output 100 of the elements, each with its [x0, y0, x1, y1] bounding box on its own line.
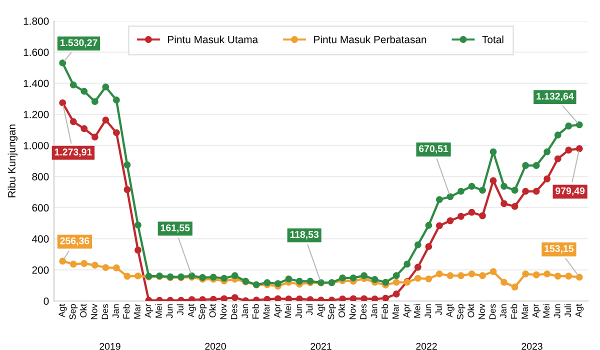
y-tick-label: 200: [32, 266, 49, 274]
data-label: 256,36: [60, 237, 90, 246]
point: [446, 193, 454, 200]
point: [500, 200, 508, 208]
point: [382, 294, 390, 301]
point: [102, 116, 110, 124]
point: [468, 270, 476, 278]
data-label: 161,55: [160, 224, 190, 233]
point: [124, 161, 131, 168]
data-label: 670,51: [419, 145, 448, 154]
legend-label: Pintu Masuk Perbatasan: [314, 36, 426, 44]
point: [59, 99, 66, 106]
point: [91, 262, 98, 269]
x-tick-label: Juli: [564, 304, 572, 318]
point: [274, 295, 282, 301]
y-tick-label: 1.000: [24, 142, 49, 150]
point: [220, 274, 228, 282]
point: [339, 274, 346, 282]
point: [91, 98, 98, 106]
x-tick-label: Agt: [317, 304, 326, 318]
point: [500, 182, 508, 190]
x-tick-label: Jan: [370, 304, 378, 318]
point: [565, 146, 572, 154]
x-tick-label: Sep: [198, 304, 207, 320]
point: [479, 272, 486, 280]
point: [446, 217, 454, 224]
legend-label: Pintu Masuk Utama: [168, 36, 258, 44]
point: [382, 278, 390, 286]
point: [532, 271, 540, 278]
data-label: 1.273,91: [54, 148, 92, 157]
point: [350, 295, 357, 301]
x-tick-label: Apr: [403, 304, 412, 318]
point: [576, 274, 583, 281]
point: [479, 212, 486, 220]
y-tick-label: 0: [44, 298, 49, 305]
point: [522, 188, 530, 195]
data-label: 1.132,64: [536, 92, 574, 102]
point: [425, 222, 432, 229]
point: [102, 264, 110, 272]
point: [565, 122, 572, 130]
x-tick-label: Feb: [510, 304, 518, 319]
point: [296, 278, 303, 285]
point: [425, 275, 432, 282]
point: [565, 272, 572, 280]
point: [392, 272, 400, 280]
y-tick-label: 1.400: [24, 80, 49, 88]
point: [457, 212, 464, 220]
point: [296, 296, 303, 301]
x-tick-label: Mei: [414, 304, 420, 318]
point: [446, 272, 454, 280]
x-tick-label: Feb: [123, 304, 130, 319]
point: [414, 241, 422, 248]
x-tick-label: Agt: [58, 304, 67, 318]
x-tick-label: Okt: [468, 304, 474, 318]
point: [544, 270, 551, 278]
x-tick-label: Nov: [349, 304, 356, 320]
x-tick-label: Des: [102, 304, 108, 320]
text: 2019: [100, 342, 120, 350]
data-label: 153,15: [544, 245, 574, 254]
y-tick-label: 1.200: [24, 110, 49, 118]
point: [414, 274, 422, 282]
point: [231, 294, 238, 301]
x-tick-label: Mei: [155, 304, 162, 318]
point: [112, 129, 120, 136]
text: 2020: [205, 342, 226, 350]
data-label: 1.530,27: [60, 39, 98, 48]
point: [532, 162, 540, 169]
x-tick-label: Sep: [328, 304, 336, 320]
x-tick-label: Nov: [91, 304, 98, 320]
point: [522, 162, 530, 169]
point: [339, 296, 346, 301]
point: [468, 208, 476, 216]
x-tick-label: Jun: [296, 304, 302, 318]
point: [371, 296, 378, 301]
x-tick-label: Nov: [478, 304, 485, 320]
point: [360, 272, 368, 280]
x-tick-label: Apr: [274, 304, 282, 318]
point: [414, 264, 422, 271]
point: [80, 88, 88, 95]
point: [210, 296, 217, 301]
point: [511, 186, 518, 194]
x-tick-label: Jan: [112, 304, 119, 318]
point: [80, 125, 88, 132]
x-tick-label: Jul: [306, 304, 313, 316]
x-tick-label: Jan: [500, 304, 506, 318]
point: [554, 132, 562, 138]
point: [360, 295, 368, 301]
point: [500, 278, 508, 286]
point: [70, 118, 77, 126]
point: [511, 284, 518, 290]
x-tick-label: Agt: [188, 304, 196, 318]
point: [112, 264, 120, 272]
x-tick-label: Sep: [69, 304, 78, 320]
x-tick-label: Apr: [144, 304, 153, 318]
point: [511, 202, 518, 210]
x-tick-label: Jun: [166, 304, 173, 318]
point: [220, 295, 228, 301]
y-tick-label: 1.800: [24, 18, 49, 25]
x-tick-label: Jul: [435, 304, 442, 316]
point: [544, 148, 551, 156]
